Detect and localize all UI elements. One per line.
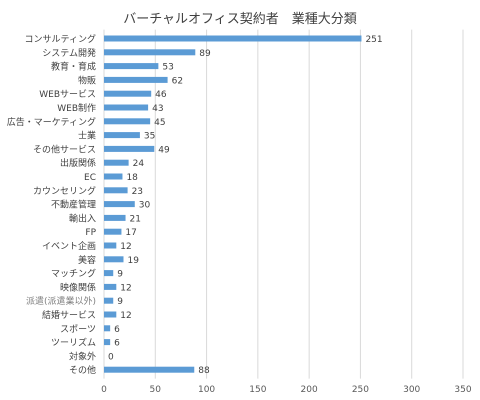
category-label: 教育・育成 — [51, 61, 96, 73]
category-label: イベント企画 — [42, 240, 96, 252]
category-label: その他サービス — [33, 143, 96, 155]
data-label: 6 — [114, 339, 120, 349]
category-label: 派遣(派遣業以外) — [26, 295, 96, 307]
category-label: コンサルティング — [25, 33, 96, 45]
category-label: 対象外 — [69, 350, 96, 362]
data-label: 6 — [114, 325, 120, 335]
x-tick-label: 50 — [150, 385, 162, 395]
bar — [104, 228, 122, 235]
data-label: 24 — [133, 159, 145, 169]
bar — [104, 132, 140, 139]
category-label: 輸出入 — [69, 212, 96, 224]
bar — [104, 256, 124, 263]
bar — [104, 90, 152, 97]
x-tick-label: 150 — [249, 385, 266, 395]
data-label: 30 — [139, 201, 151, 211]
bar — [104, 297, 114, 304]
bar — [104, 159, 129, 166]
data-label: 43 — [152, 104, 163, 114]
category-label: EC — [84, 173, 96, 183]
category-label: ツーリズム — [51, 337, 96, 349]
data-label: 251 — [365, 35, 382, 45]
bar — [104, 283, 117, 290]
bar — [104, 35, 362, 42]
x-tick-label: 250 — [352, 385, 369, 395]
data-label: 45 — [154, 118, 165, 128]
data-label: 12 — [120, 242, 131, 252]
category-label: WEB制作 — [57, 102, 96, 114]
data-label: 23 — [132, 187, 143, 197]
category-label: WEBサービス — [39, 89, 96, 100]
data-label: 89 — [199, 49, 211, 59]
bar — [104, 242, 117, 249]
data-label: 53 — [162, 63, 173, 73]
bar — [104, 145, 155, 152]
bar — [104, 270, 114, 277]
data-label: 19 — [127, 256, 139, 266]
data-label: 9 — [117, 270, 123, 280]
bar — [104, 366, 195, 373]
data-label: 46 — [155, 90, 167, 100]
bar — [104, 325, 111, 332]
x-tick-label: 0 — [101, 385, 107, 395]
bar — [104, 63, 159, 70]
bar — [104, 201, 135, 208]
x-tick-label: 300 — [403, 385, 420, 395]
bar — [104, 76, 168, 83]
x-tick-label: 350 — [454, 385, 471, 395]
bar — [104, 118, 151, 125]
data-label: 62 — [172, 76, 183, 86]
data-label: 12 — [120, 311, 131, 321]
bar — [104, 339, 111, 346]
data-label: 49 — [158, 145, 170, 155]
data-label: 0 — [108, 352, 114, 362]
category-label: スポーツ — [60, 324, 96, 335]
data-label: 12 — [120, 283, 131, 293]
category-label: 士業 — [78, 130, 96, 142]
bar — [104, 187, 128, 194]
category-label: カウンセリング — [33, 185, 96, 197]
data-label: 21 — [130, 214, 141, 224]
category-label: 美容 — [78, 254, 96, 266]
x-tick-label: 100 — [198, 385, 215, 395]
bar — [104, 311, 117, 318]
data-label: 35 — [144, 132, 155, 142]
category-label: 物販 — [78, 74, 96, 86]
category-label: FP — [85, 228, 96, 238]
bar — [104, 104, 149, 111]
data-label: 9 — [117, 297, 123, 307]
data-label: 88 — [198, 366, 210, 376]
category-label: 広告・マーケティング — [7, 116, 96, 128]
category-label: その他 — [69, 364, 96, 376]
x-tick-label: 200 — [301, 385, 318, 395]
bar — [104, 173, 123, 180]
category-label: 結婚サービス — [42, 309, 96, 321]
category-label: 不動産管理 — [51, 199, 96, 211]
bar — [104, 214, 126, 221]
data-label: 17 — [125, 228, 136, 238]
bar — [104, 49, 196, 56]
category-label: 出版関係 — [60, 157, 96, 169]
category-label: 映像関係 — [60, 281, 96, 293]
category-label: マッチング — [51, 268, 96, 280]
chart-title: バーチャルオフィス契約者 業種大分類 — [123, 12, 357, 27]
category-label: システム開発 — [42, 47, 96, 59]
data-label: 18 — [126, 173, 138, 183]
